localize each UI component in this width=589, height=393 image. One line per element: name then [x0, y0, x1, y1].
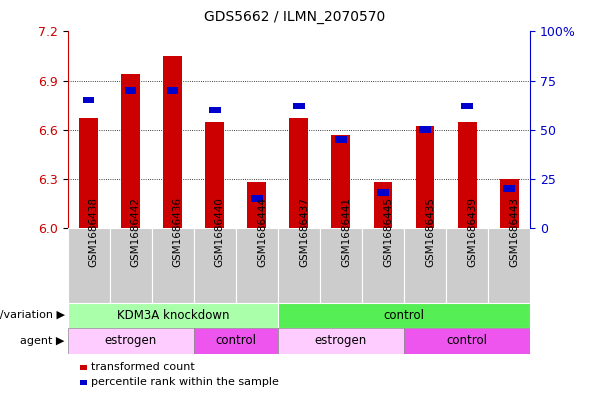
Text: GSM1686436: GSM1686436 — [173, 196, 183, 267]
Text: GSM1686443: GSM1686443 — [509, 196, 519, 267]
Bar — [278, 328, 404, 354]
Text: GSM1686437: GSM1686437 — [299, 196, 309, 267]
Bar — [404, 328, 530, 354]
Bar — [163, 56, 182, 228]
Bar — [80, 118, 98, 228]
Bar — [125, 87, 137, 94]
Bar — [278, 303, 530, 328]
Bar — [121, 74, 140, 228]
Text: estrogen: estrogen — [315, 334, 367, 347]
Bar — [461, 103, 473, 109]
Bar — [446, 228, 488, 303]
Text: genotype/variation ▶: genotype/variation ▶ — [0, 310, 65, 320]
Bar — [194, 228, 236, 303]
Bar — [68, 228, 110, 303]
Bar — [194, 328, 278, 354]
Text: GSM1686441: GSM1686441 — [341, 196, 351, 267]
Bar — [504, 185, 515, 192]
Bar — [209, 107, 220, 113]
Bar — [206, 121, 224, 228]
Bar — [236, 228, 278, 303]
Bar — [419, 127, 431, 133]
Bar — [335, 136, 346, 143]
Bar — [68, 303, 278, 328]
Text: GDS5662 / ILMN_2070570: GDS5662 / ILMN_2070570 — [204, 10, 385, 24]
Bar — [362, 228, 404, 303]
Text: GSM1686444: GSM1686444 — [257, 196, 267, 267]
Bar — [167, 87, 178, 94]
Text: GSM1686439: GSM1686439 — [467, 196, 477, 267]
Text: control: control — [446, 334, 488, 347]
Bar — [488, 228, 530, 303]
Bar — [458, 121, 477, 228]
Text: GSM1686435: GSM1686435 — [425, 196, 435, 267]
Bar — [320, 228, 362, 303]
Bar — [252, 195, 263, 202]
Text: GSM1686442: GSM1686442 — [131, 196, 141, 267]
Text: KDM3A knockdown: KDM3A knockdown — [117, 309, 229, 322]
Bar — [247, 182, 266, 228]
Text: transformed count: transformed count — [91, 362, 195, 372]
Bar — [378, 189, 389, 196]
Bar — [152, 228, 194, 303]
Text: percentile rank within the sample: percentile rank within the sample — [91, 377, 279, 387]
Bar — [404, 228, 446, 303]
Text: GSM1686440: GSM1686440 — [215, 197, 225, 266]
Text: GSM1686438: GSM1686438 — [89, 196, 99, 267]
Bar — [293, 103, 305, 109]
Text: estrogen: estrogen — [105, 334, 157, 347]
Text: control: control — [383, 309, 425, 322]
Bar — [289, 118, 309, 228]
Bar — [278, 228, 320, 303]
Bar — [499, 179, 518, 228]
Text: control: control — [216, 334, 256, 347]
Bar — [373, 182, 392, 228]
Bar — [83, 97, 94, 103]
Bar — [332, 135, 350, 228]
Text: GSM1686445: GSM1686445 — [383, 196, 393, 267]
Text: agent ▶: agent ▶ — [21, 336, 65, 346]
Bar — [110, 228, 152, 303]
Bar — [68, 328, 194, 354]
Bar — [416, 127, 435, 228]
